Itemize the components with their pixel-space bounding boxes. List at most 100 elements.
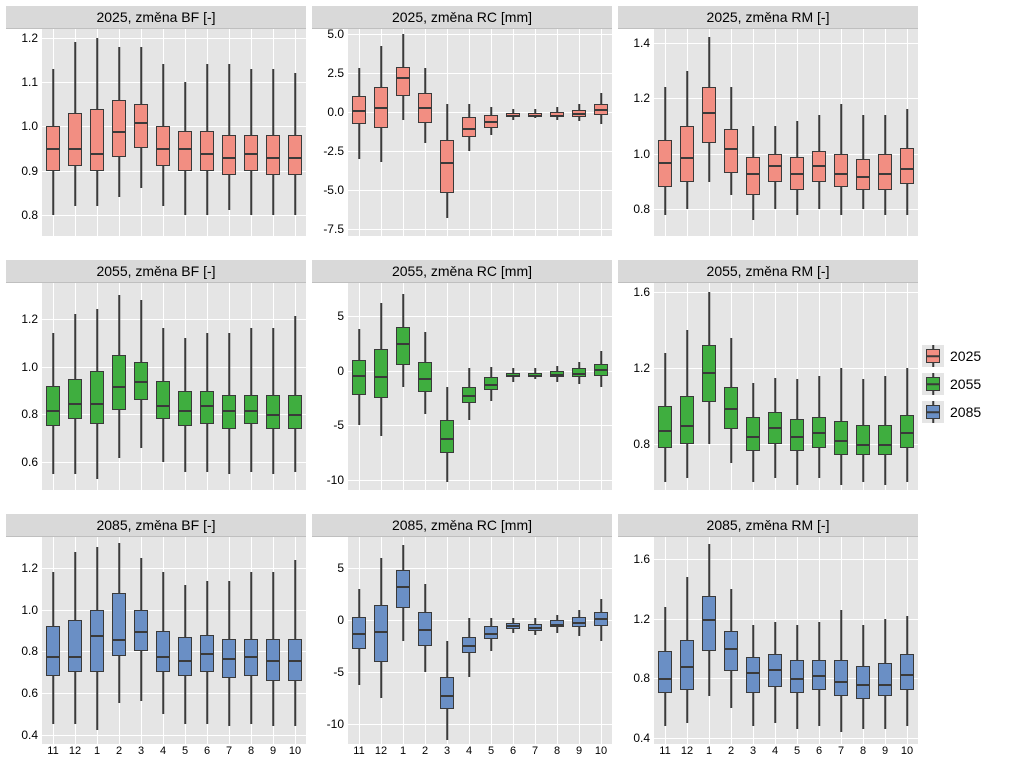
panel-p20: 2085, změna BF [-]0.40.60.81.01.21112123… bbox=[6, 514, 306, 762]
legend-item: 2085 bbox=[922, 401, 981, 423]
x-tick-label: 1 bbox=[400, 745, 406, 757]
median-line bbox=[834, 440, 849, 442]
y-tick-label: 0.4 bbox=[633, 731, 650, 745]
x-tick-label: 7 bbox=[838, 745, 844, 757]
box bbox=[528, 113, 543, 116]
plot-wrap: 0.80.91.01.11.2 bbox=[6, 29, 306, 236]
y-axis: 0.81.01.21.4 bbox=[618, 29, 654, 236]
x-tick-label: 10 bbox=[289, 745, 301, 757]
y-tick-label: 0.4 bbox=[21, 728, 38, 742]
median-line bbox=[440, 162, 455, 164]
gridline-v bbox=[535, 537, 536, 744]
legend-median-icon bbox=[926, 411, 940, 413]
median-line bbox=[68, 403, 83, 405]
box bbox=[484, 377, 499, 390]
legend-key bbox=[922, 345, 944, 367]
box bbox=[440, 420, 455, 453]
panel-title: 2055, změna RC [mm] bbox=[312, 260, 612, 283]
median-line bbox=[134, 381, 149, 383]
plot-wrap: -7.5-5.0-2.50.02.55.0 bbox=[312, 29, 612, 236]
gridline-h bbox=[654, 738, 918, 739]
median-line bbox=[724, 408, 739, 410]
box bbox=[90, 610, 105, 672]
median-line bbox=[200, 405, 215, 407]
median-line bbox=[462, 395, 477, 397]
y-tick-label: 0 bbox=[337, 364, 344, 378]
gridline-h bbox=[42, 367, 306, 368]
box bbox=[594, 364, 609, 376]
gridline-h bbox=[654, 209, 918, 210]
y-tick-label: 1.0 bbox=[21, 360, 38, 374]
legend-key bbox=[922, 401, 944, 423]
box bbox=[572, 110, 587, 116]
median-line bbox=[506, 115, 521, 117]
y-tick-label: 2.5 bbox=[327, 66, 344, 80]
box bbox=[506, 113, 521, 116]
median-line bbox=[112, 639, 127, 641]
plot-area bbox=[42, 283, 306, 490]
box bbox=[768, 654, 783, 687]
y-tick-label: 1.0 bbox=[633, 147, 650, 161]
box bbox=[418, 93, 433, 123]
median-line bbox=[658, 430, 673, 432]
median-line bbox=[484, 121, 499, 123]
x-tick-label: 12 bbox=[681, 745, 693, 757]
x-tick-label: 7 bbox=[226, 745, 232, 757]
median-line bbox=[440, 438, 455, 440]
panel-p00: 2025, změna BF [-]0.80.91.01.11.2 bbox=[6, 6, 306, 254]
box bbox=[528, 373, 543, 377]
median-line bbox=[90, 153, 105, 155]
legend-label: 2055 bbox=[950, 376, 981, 392]
box bbox=[244, 395, 259, 424]
y-tick-label: 1.2 bbox=[21, 31, 38, 45]
y-tick-label: -5.0 bbox=[323, 183, 344, 197]
box bbox=[46, 626, 61, 676]
gridline-v bbox=[557, 283, 558, 490]
panel-title: 2025, změna RC [mm] bbox=[312, 6, 612, 29]
legend-item: 2025 bbox=[922, 345, 981, 367]
box bbox=[178, 637, 193, 677]
y-tick-label: 0.8 bbox=[633, 671, 650, 685]
box bbox=[266, 395, 281, 428]
median-line bbox=[288, 414, 303, 416]
y-tick-label: 0.0 bbox=[327, 105, 344, 119]
whisker bbox=[294, 316, 296, 471]
facet-grid: 2025, změna BF [-]0.80.91.01.11.22025, z… bbox=[6, 6, 918, 762]
median-line bbox=[528, 115, 543, 117]
box bbox=[352, 360, 367, 395]
box bbox=[374, 87, 389, 128]
plot-area bbox=[654, 537, 918, 744]
median-line bbox=[396, 343, 411, 345]
median-line bbox=[222, 157, 237, 159]
gridline-v bbox=[535, 29, 536, 236]
median-line bbox=[418, 629, 433, 631]
box bbox=[266, 639, 281, 681]
y-tick-label: 1.6 bbox=[633, 285, 650, 299]
median-line bbox=[68, 148, 83, 150]
median-line bbox=[768, 165, 783, 167]
x-tick-label: 5 bbox=[794, 745, 800, 757]
box bbox=[594, 612, 609, 627]
box bbox=[790, 660, 805, 693]
median-line bbox=[352, 633, 367, 635]
box bbox=[658, 406, 673, 448]
box bbox=[724, 129, 739, 173]
x-tick-label: 2 bbox=[116, 745, 122, 757]
median-line bbox=[572, 622, 587, 624]
median-line bbox=[244, 656, 259, 658]
median-line bbox=[878, 173, 893, 175]
box bbox=[790, 419, 805, 451]
x-tick-label: 12 bbox=[375, 745, 387, 757]
panel-title: 2085, změna RC [mm] bbox=[312, 514, 612, 537]
median-line bbox=[440, 695, 455, 697]
box bbox=[550, 112, 565, 117]
gridline-h bbox=[348, 34, 612, 35]
x-tick-label: 3 bbox=[138, 745, 144, 757]
median-line bbox=[266, 660, 281, 662]
box bbox=[68, 379, 83, 420]
box bbox=[288, 639, 303, 681]
plot-wrap: 0.60.81.01.2 bbox=[6, 283, 306, 490]
gridline-h bbox=[42, 215, 306, 216]
y-tick-label: 1.1 bbox=[21, 75, 38, 89]
y-tick-label: -5 bbox=[333, 665, 344, 679]
